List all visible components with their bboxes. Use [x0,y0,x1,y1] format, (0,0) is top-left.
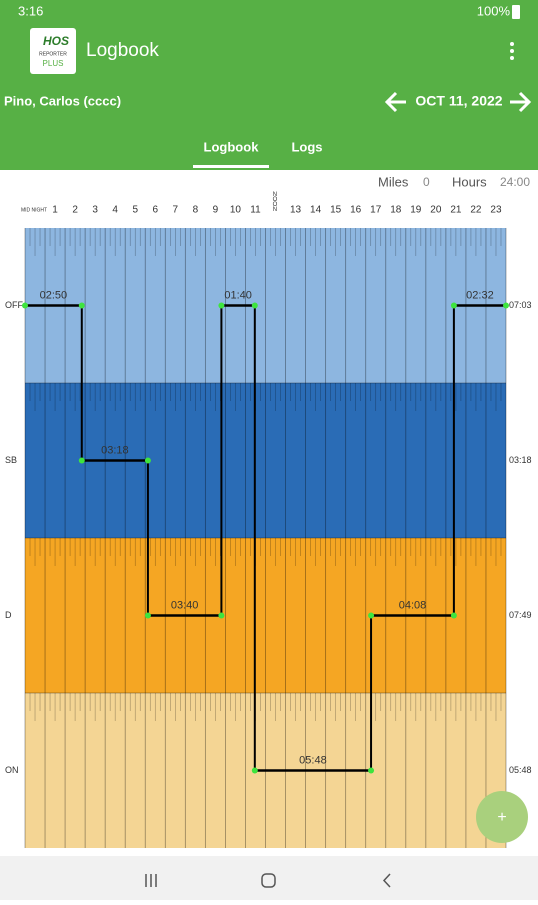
next-day[interactable] [510,91,532,113]
hour-label: 19 [410,205,422,216]
status-total: 07:49 [509,610,532,620]
miles-label: Miles [378,174,409,189]
segment-duration: 02:50 [40,289,68,301]
hour-label: 2 [72,205,78,216]
segment-start [450,302,457,309]
segment-start [144,612,151,619]
nav-buttons[interactable] [145,873,391,888]
tab-active[interactable]: Logbook [204,139,260,154]
hour-label: 23 [490,205,502,216]
fab-icon: + [497,809,506,826]
app-title: Logbook [86,40,159,61]
hour-label: 3 [92,205,98,216]
fab[interactable] [476,791,528,843]
segment-end [78,302,85,309]
segment-end [218,612,225,619]
segment-end [450,612,457,619]
segment-start [218,302,225,309]
hour-label: 17 [370,205,382,216]
status-total: 07:03 [509,300,532,310]
battery-icon [512,5,520,19]
log-date: OCT 11, 2022 [415,93,502,109]
miles-value: 0 [423,175,430,189]
hour-label: 22 [470,205,482,216]
hour-label: 21 [450,205,462,216]
segment-duration: 01:40 [224,289,252,301]
status-label: OFF [5,300,23,310]
segment-start [78,457,85,464]
hour-label: NOON [272,192,278,212]
segment-end [144,457,151,464]
status-label: ON [5,765,19,775]
hour-label: 7 [173,205,179,216]
status-label: D [5,610,12,620]
status-row [25,228,506,383]
hour-label: 1 [52,205,58,216]
segment-duration: 04:08 [399,599,427,611]
hour-label: 6 [152,205,158,216]
hour-label: 13 [290,205,302,216]
segment-end [503,302,509,309]
segment-duration: 03:40 [171,599,199,611]
hour-label: MID NIGHT [21,207,47,213]
driver-name: Pino, Carlos (cccc) [4,93,121,108]
segment-end [251,302,258,309]
segment-duration: 05:48 [299,754,327,766]
segment-duration: 02:32 [466,289,494,301]
nav-bar [0,856,538,900]
tab[interactable]: Logs [291,139,322,154]
segment-start [368,612,375,619]
hour-label: 18 [390,205,402,216]
menu-button[interactable] [510,42,514,60]
hour-label: 15 [330,205,342,216]
status-label: SB [5,455,17,465]
hour-label: 11 [250,205,261,216]
segment-start [251,767,258,774]
hours-label: Hours [452,174,487,189]
hour-label: 4 [112,205,118,216]
hour-label: 9 [213,205,219,216]
hour-label: 14 [310,205,322,216]
hour-label: 16 [350,205,362,216]
header-bg [0,0,538,170]
tab-indicator [193,165,269,168]
hour-label: 20 [430,205,442,216]
segment-start [22,302,28,309]
segment-end [368,767,375,774]
prev-day[interactable] [384,91,406,113]
hours-value: 24:00 [500,175,530,189]
segment-duration: 03:18 [101,444,129,456]
logo-text: HOS [43,34,69,48]
hour-label: 5 [132,205,138,216]
status-total: 03:18 [509,455,532,465]
logo-text: PLUS [43,59,64,68]
hour-label: 10 [230,205,242,216]
hour-label: 8 [193,205,199,216]
logo [30,28,76,74]
logo-text: REPORTER [39,51,67,57]
status-time: 3:16 [18,3,43,18]
battery: 100% [477,3,511,18]
status-total: 05:48 [509,765,532,775]
